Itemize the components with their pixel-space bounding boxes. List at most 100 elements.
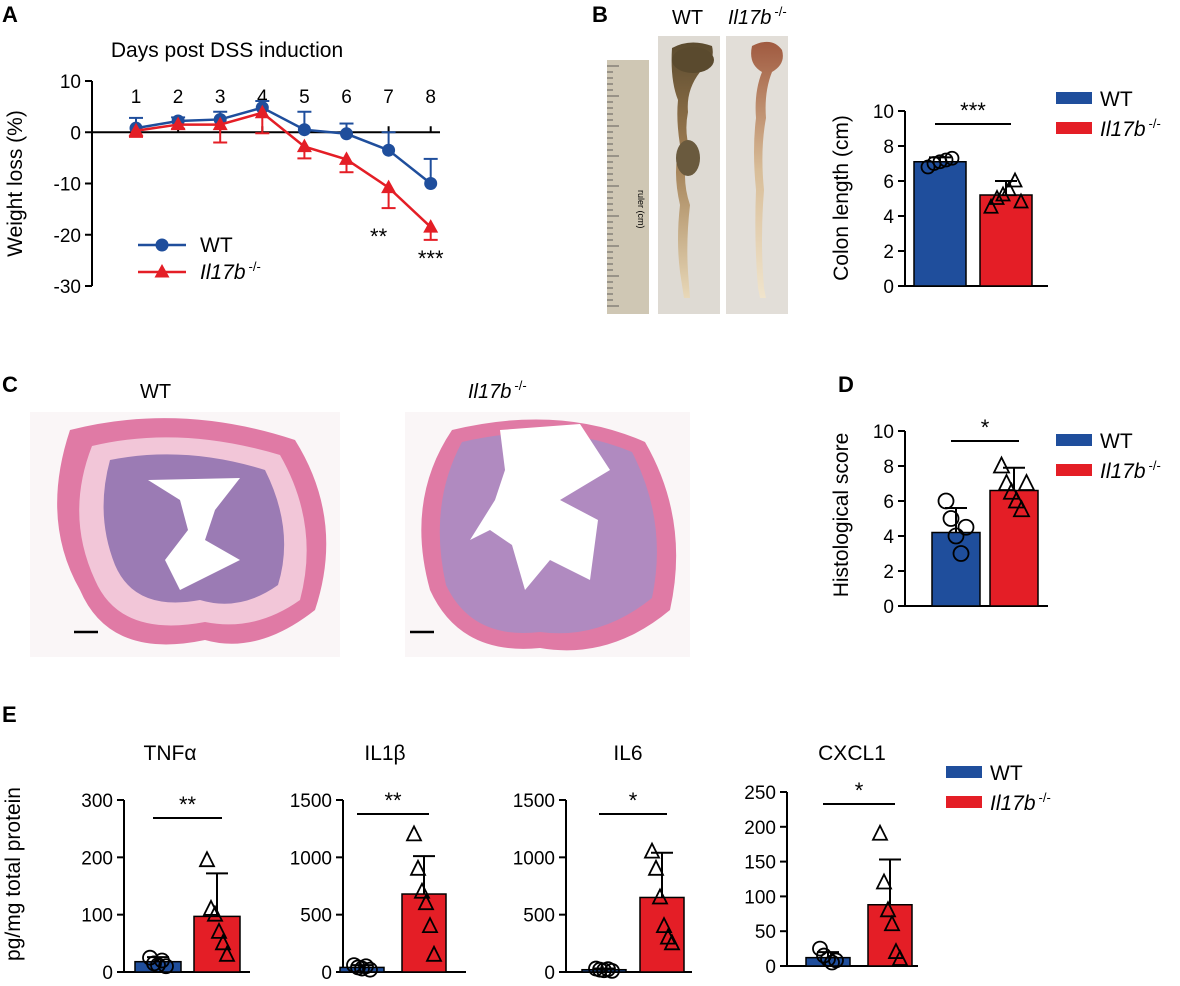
data-point — [170, 116, 186, 131]
data-point — [425, 944, 443, 962]
data-point — [413, 881, 431, 899]
legend-label-ko-sup: -/- — [1149, 458, 1161, 473]
bar — [913, 161, 967, 287]
data-point — [938, 152, 954, 168]
data-point — [942, 510, 960, 527]
chart-title: CXCL1 — [818, 742, 886, 765]
data-point — [128, 122, 144, 137]
y-tick-label: 4 — [883, 207, 894, 228]
chart-title: IL1β — [364, 742, 405, 765]
bar — [639, 896, 685, 973]
legend-label-ko-e: Il17b -/- — [990, 790, 1051, 815]
data-point — [214, 933, 232, 951]
legend-label-ko-gene: Il17b — [200, 261, 246, 284]
legend-label-wt-b: WT — [1100, 88, 1133, 111]
data-point — [358, 958, 374, 975]
data-point — [297, 123, 311, 137]
histology-ko-lumen — [470, 424, 610, 590]
histology-label-ko-sup: -/- — [514, 378, 526, 393]
data-point — [957, 518, 975, 536]
legend-label-ko-d: Il17b -/- — [1100, 458, 1161, 483]
series-line — [135, 106, 432, 185]
legend-label-ko-gene: Il17b — [1100, 118, 1146, 141]
y-tick-label: 500 — [300, 906, 332, 927]
y-tick-label: 0 — [883, 277, 894, 298]
panel-letter-e: E — [2, 702, 17, 727]
photo-label-wt: WT — [672, 7, 703, 29]
y-tick-label: 500 — [523, 906, 555, 927]
data-point — [992, 455, 1011, 474]
data-point — [212, 116, 228, 131]
panel-letter-a: A — [2, 2, 18, 27]
data-point — [647, 858, 665, 876]
data-point — [820, 951, 836, 967]
data-point — [1007, 171, 1023, 188]
data-point — [983, 197, 999, 214]
y-tick-label: 200 — [744, 818, 776, 839]
y-tick-label: 2 — [883, 562, 894, 583]
y-tick-label: 0 — [883, 597, 894, 618]
legend-label-ko-sup: -/- — [1149, 116, 1161, 131]
data-point — [296, 138, 312, 153]
y-tick-label: 0 — [102, 963, 113, 984]
data-point — [937, 492, 955, 510]
legend-label-ko-sup: -/- — [249, 259, 261, 274]
panel-e-cxcl1-chart: 0 50 100 150 200 250 * CXCL1 — [744, 742, 918, 978]
significance-label: *** — [960, 98, 986, 123]
y-tick-label: 6 — [883, 492, 894, 513]
data-point — [1007, 490, 1026, 509]
data-point — [405, 824, 423, 842]
data-point — [883, 914, 901, 932]
y-tick-label: 8 — [883, 137, 894, 158]
data-point — [382, 143, 396, 157]
legend-label-ko-gene: Il17b — [990, 792, 1036, 815]
panel-d-bar-chart: 0 2 4 6 8 10 * Histological score — [830, 415, 1048, 618]
x-tick-label: 2 — [173, 87, 184, 108]
wt-colon-stool — [676, 140, 700, 176]
significance-label: ** — [370, 224, 388, 249]
significance-label: * — [629, 788, 638, 813]
y-tick-label: 6 — [883, 172, 894, 193]
data-point — [655, 916, 673, 934]
data-point — [989, 188, 1005, 205]
legend-label-wt: WT — [200, 234, 233, 257]
legend-swatch-wt-e — [946, 766, 982, 778]
data-point — [417, 893, 435, 911]
significance-label: ** — [384, 788, 402, 813]
x-tick-label: 7 — [383, 87, 394, 108]
y-tick-label: 4 — [883, 527, 894, 548]
series-line — [135, 111, 432, 228]
data-point — [254, 104, 270, 119]
x-tick-label: 6 — [341, 87, 352, 108]
y-tick-label: 0 — [765, 957, 776, 978]
panel-letter-b: B — [592, 2, 608, 27]
panel-e-tnfa-chart: 0 100 200 300 ** TNFα pg/mg total protein — [2, 742, 250, 984]
y-axis-label: pg/mg total protein — [2, 787, 25, 961]
y-tick-label: -20 — [54, 226, 81, 247]
data-point — [424, 177, 438, 190]
legend-label-wt-e: WT — [990, 762, 1023, 785]
wt-colon — [671, 42, 713, 298]
chart-title: IL6 — [613, 742, 642, 765]
y-tick-label: 100 — [81, 906, 113, 927]
data-point — [651, 887, 669, 905]
data-point — [604, 962, 620, 979]
y-tick-label: 1500 — [290, 791, 332, 812]
ruler — [607, 60, 649, 314]
panel-a-line-chart: 10 0 -10 -20 -30 1 2 3 4 5 6 7 8 Days post DSS induct… — [4, 39, 444, 298]
legend-swatch-ko-e — [946, 796, 982, 808]
y-tick-label: 0 — [70, 123, 81, 144]
legend-swatch-wt-b — [1056, 92, 1092, 104]
data-point — [206, 904, 224, 922]
legend-label-ko: Il17b -/- — [200, 259, 261, 284]
data-point — [158, 958, 174, 975]
legend-label-ko-b: Il17b -/- — [1100, 116, 1161, 141]
data-point — [210, 921, 228, 939]
ruler-label: ruler (cm) — [636, 190, 646, 229]
data-point — [409, 858, 427, 876]
legend-swatch-wt-d — [1056, 434, 1092, 446]
y-tick-label: 300 — [81, 791, 113, 812]
panel-b-colon-photo: ruler (cm) WT Il17b -/- — [607, 4, 788, 314]
significance-label: * — [855, 778, 864, 803]
